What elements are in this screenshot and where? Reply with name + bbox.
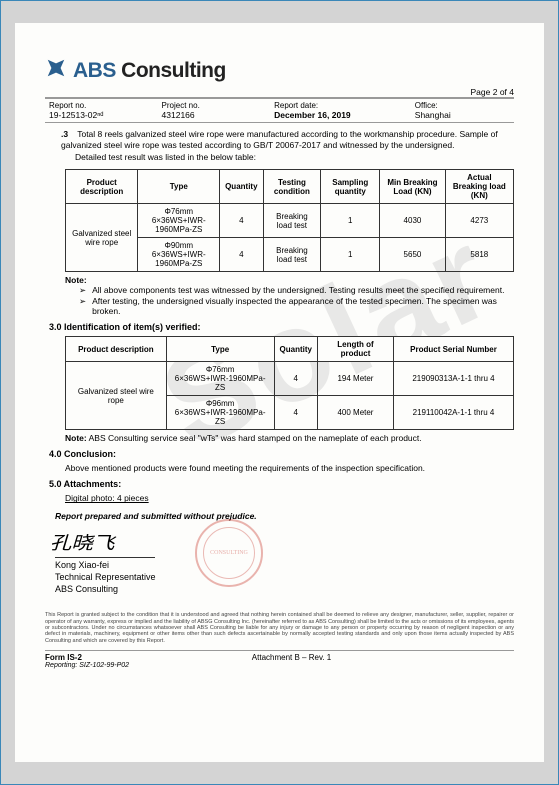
attachments-text: Digital photo: 4 pieces	[65, 493, 514, 503]
logo-text: ABS Consulting	[73, 59, 226, 83]
eagle-icon	[45, 57, 67, 85]
stamp-icon: CONSULTING	[195, 519, 263, 587]
report-prepared-text: Report prepared and submitted without pr…	[55, 511, 514, 521]
note-block-1: Note: ➢All above components test was wit…	[65, 275, 514, 316]
fine-print: This Report is granted subject to the co…	[45, 612, 514, 644]
signature-block: 孔晓飞 CONSULTING Kong Xiao-fei Technical R…	[45, 529, 514, 594]
signer-org: ABS Consulting	[55, 584, 514, 594]
conclusion-text: Above mentioned products were found meet…	[65, 463, 514, 473]
test-results-table: Product description Type Quantity Testin…	[65, 169, 514, 272]
page-number: Page 2 of 4	[45, 87, 514, 98]
table-row: Galvanized steel wire rope Φ76mm6×36WS+I…	[66, 204, 514, 238]
section-3-0-head: 3.0 Identification of item(s) verified:	[49, 322, 514, 332]
table-row: Galvanized steel wire rope Φ76mm6×36WS+I…	[66, 362, 514, 396]
signer-name: Kong Xiao-fei	[55, 560, 514, 570]
identification-table: Product description Type Quantity Length…	[65, 336, 514, 430]
section-3-text: .3 Total 8 reels galvanized steel wire r…	[61, 129, 514, 163]
note-2: Note: ABS Consulting service seal "wTs" …	[65, 433, 514, 443]
section-4-0-head: 4.0 Conclusion:	[49, 449, 514, 459]
signer-title: Technical Representative	[55, 572, 514, 582]
signature-image: 孔晓飞	[50, 529, 115, 555]
logo: ABS Consulting	[45, 57, 514, 85]
form-footer: Form IS-2 Reporting: SIZ-102-99-P02 Atta…	[45, 650, 514, 669]
header-table: Report no.19-12513-02ⁿᵈ Project no.43121…	[45, 98, 514, 123]
section-5-0-head: 5.0 Attachments:	[49, 479, 514, 489]
